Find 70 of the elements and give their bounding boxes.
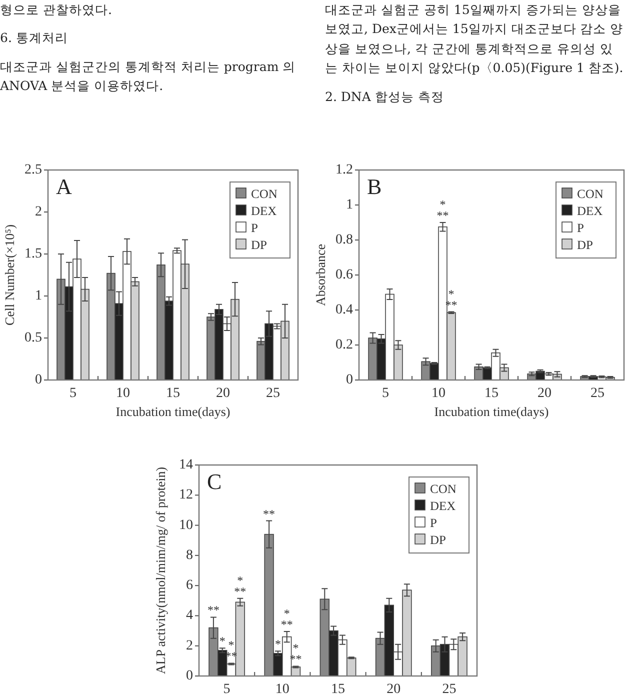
legend-label: CON — [430, 482, 456, 496]
text: 대조군과 실험군간의 통계학적 처리는 program 의 ANOVA 분석을 이용하였다. — [0, 58, 297, 96]
legend-label: CON — [577, 187, 604, 201]
y-tick-label: 1.5 — [24, 246, 42, 262]
y-tick-label: 4 — [186, 608, 193, 624]
y-tick-label: 2 — [35, 204, 42, 220]
legend-label: DEX — [577, 204, 603, 218]
legend-label: DEX — [430, 499, 456, 513]
text: 6. 통계처리 — [0, 29, 69, 48]
x-tick-label: 15 — [331, 682, 345, 694]
x-tick-label: 20 — [386, 682, 401, 694]
y-tick-label: 0.8 — [336, 232, 353, 248]
y-tick-label: 6 — [186, 578, 193, 594]
x-tick-label: 5 — [382, 386, 389, 401]
text: 2. DNA 합성능 측정 — [325, 88, 445, 106]
legend-label: DP — [430, 533, 446, 547]
y-tick-label: 0.5 — [24, 330, 42, 346]
y-tick-label: 2.5 — [24, 162, 42, 178]
y-tick-label: 2 — [186, 638, 193, 654]
legend-label: CON — [251, 187, 278, 201]
annotation: * — [440, 198, 446, 212]
y-tick-label: 10 — [179, 518, 193, 533]
annotation: * — [274, 637, 281, 652]
x-tick-label: 20 — [216, 386, 230, 401]
y-tick-label: 1.2 — [336, 162, 353, 178]
y-tick-label: 0.2 — [336, 338, 353, 352]
annotation: * — [219, 634, 226, 648]
y-tick-label: 0 — [35, 372, 42, 388]
x-tick-label: 5 — [223, 682, 230, 694]
text: 대조군과 실험군 공히 15일째까지 증가되는 양상을 보였고, Dex군에서는 15일까지 대조군보다 감소 양상을 보였으나, 각 군간에 통계학적으로 유의성 있는 차이는 보이지 않았다(p〈0.05)(Figure 1 참조). — [325, 1, 624, 78]
x-tick-label: 15 — [484, 386, 498, 401]
legend-label: DP — [251, 238, 268, 252]
y-tick-label: 0.6 — [336, 268, 353, 282]
x-tick-label: 10 — [116, 386, 130, 401]
x-axis-title: Incubation time(days) — [434, 404, 549, 419]
y-tick-label: 0 — [346, 372, 353, 388]
annotation: * — [228, 638, 234, 652]
y-tick-label: 1 — [35, 288, 42, 304]
legend-label: DP — [577, 238, 594, 252]
annotation: * — [292, 641, 299, 656]
y-tick-label: 12 — [179, 488, 193, 503]
x-tick-label: 25 — [442, 682, 456, 694]
x-tick-label: 25 — [590, 386, 604, 401]
text: 형으로 관찰하였다. — [0, 1, 113, 19]
legend-label: P — [430, 516, 437, 530]
y-tick-label: 1 — [346, 198, 353, 212]
x-tick-label: 20 — [538, 386, 552, 401]
annotation: ** — [207, 603, 220, 618]
y-tick-label: 8 — [186, 548, 193, 563]
x-tick-label: 5 — [70, 386, 76, 401]
x-tick-label: 10 — [432, 386, 446, 401]
y-tick-label: 0 — [186, 668, 193, 684]
y-tick-label: 14 — [179, 458, 193, 472]
y-axis-title: Cell Number(×10⁵) — [2, 224, 17, 326]
annotation: * — [448, 286, 454, 301]
chart-title: A — [56, 174, 72, 199]
chart-title: B — [367, 174, 382, 199]
y-tick-label: 0.4 — [336, 302, 353, 318]
legend-label: P — [577, 221, 584, 235]
x-tick-label: 25 — [266, 386, 280, 401]
annotation: ** — [263, 506, 276, 521]
y-axis-title: ALP activity(nmol/mim/mg/ of protein) — [153, 466, 168, 674]
chart-title: C — [207, 469, 222, 494]
legend-label: DEX — [251, 204, 277, 218]
x-tick-label: 10 — [275, 682, 290, 694]
x-tick-label: 15 — [166, 386, 180, 401]
y-axis-title: Absorbance — [313, 244, 328, 306]
x-axis-title: Incubation time(days) — [116, 404, 230, 419]
legend-label: P — [251, 221, 258, 235]
annotation: ** — [436, 208, 449, 222]
